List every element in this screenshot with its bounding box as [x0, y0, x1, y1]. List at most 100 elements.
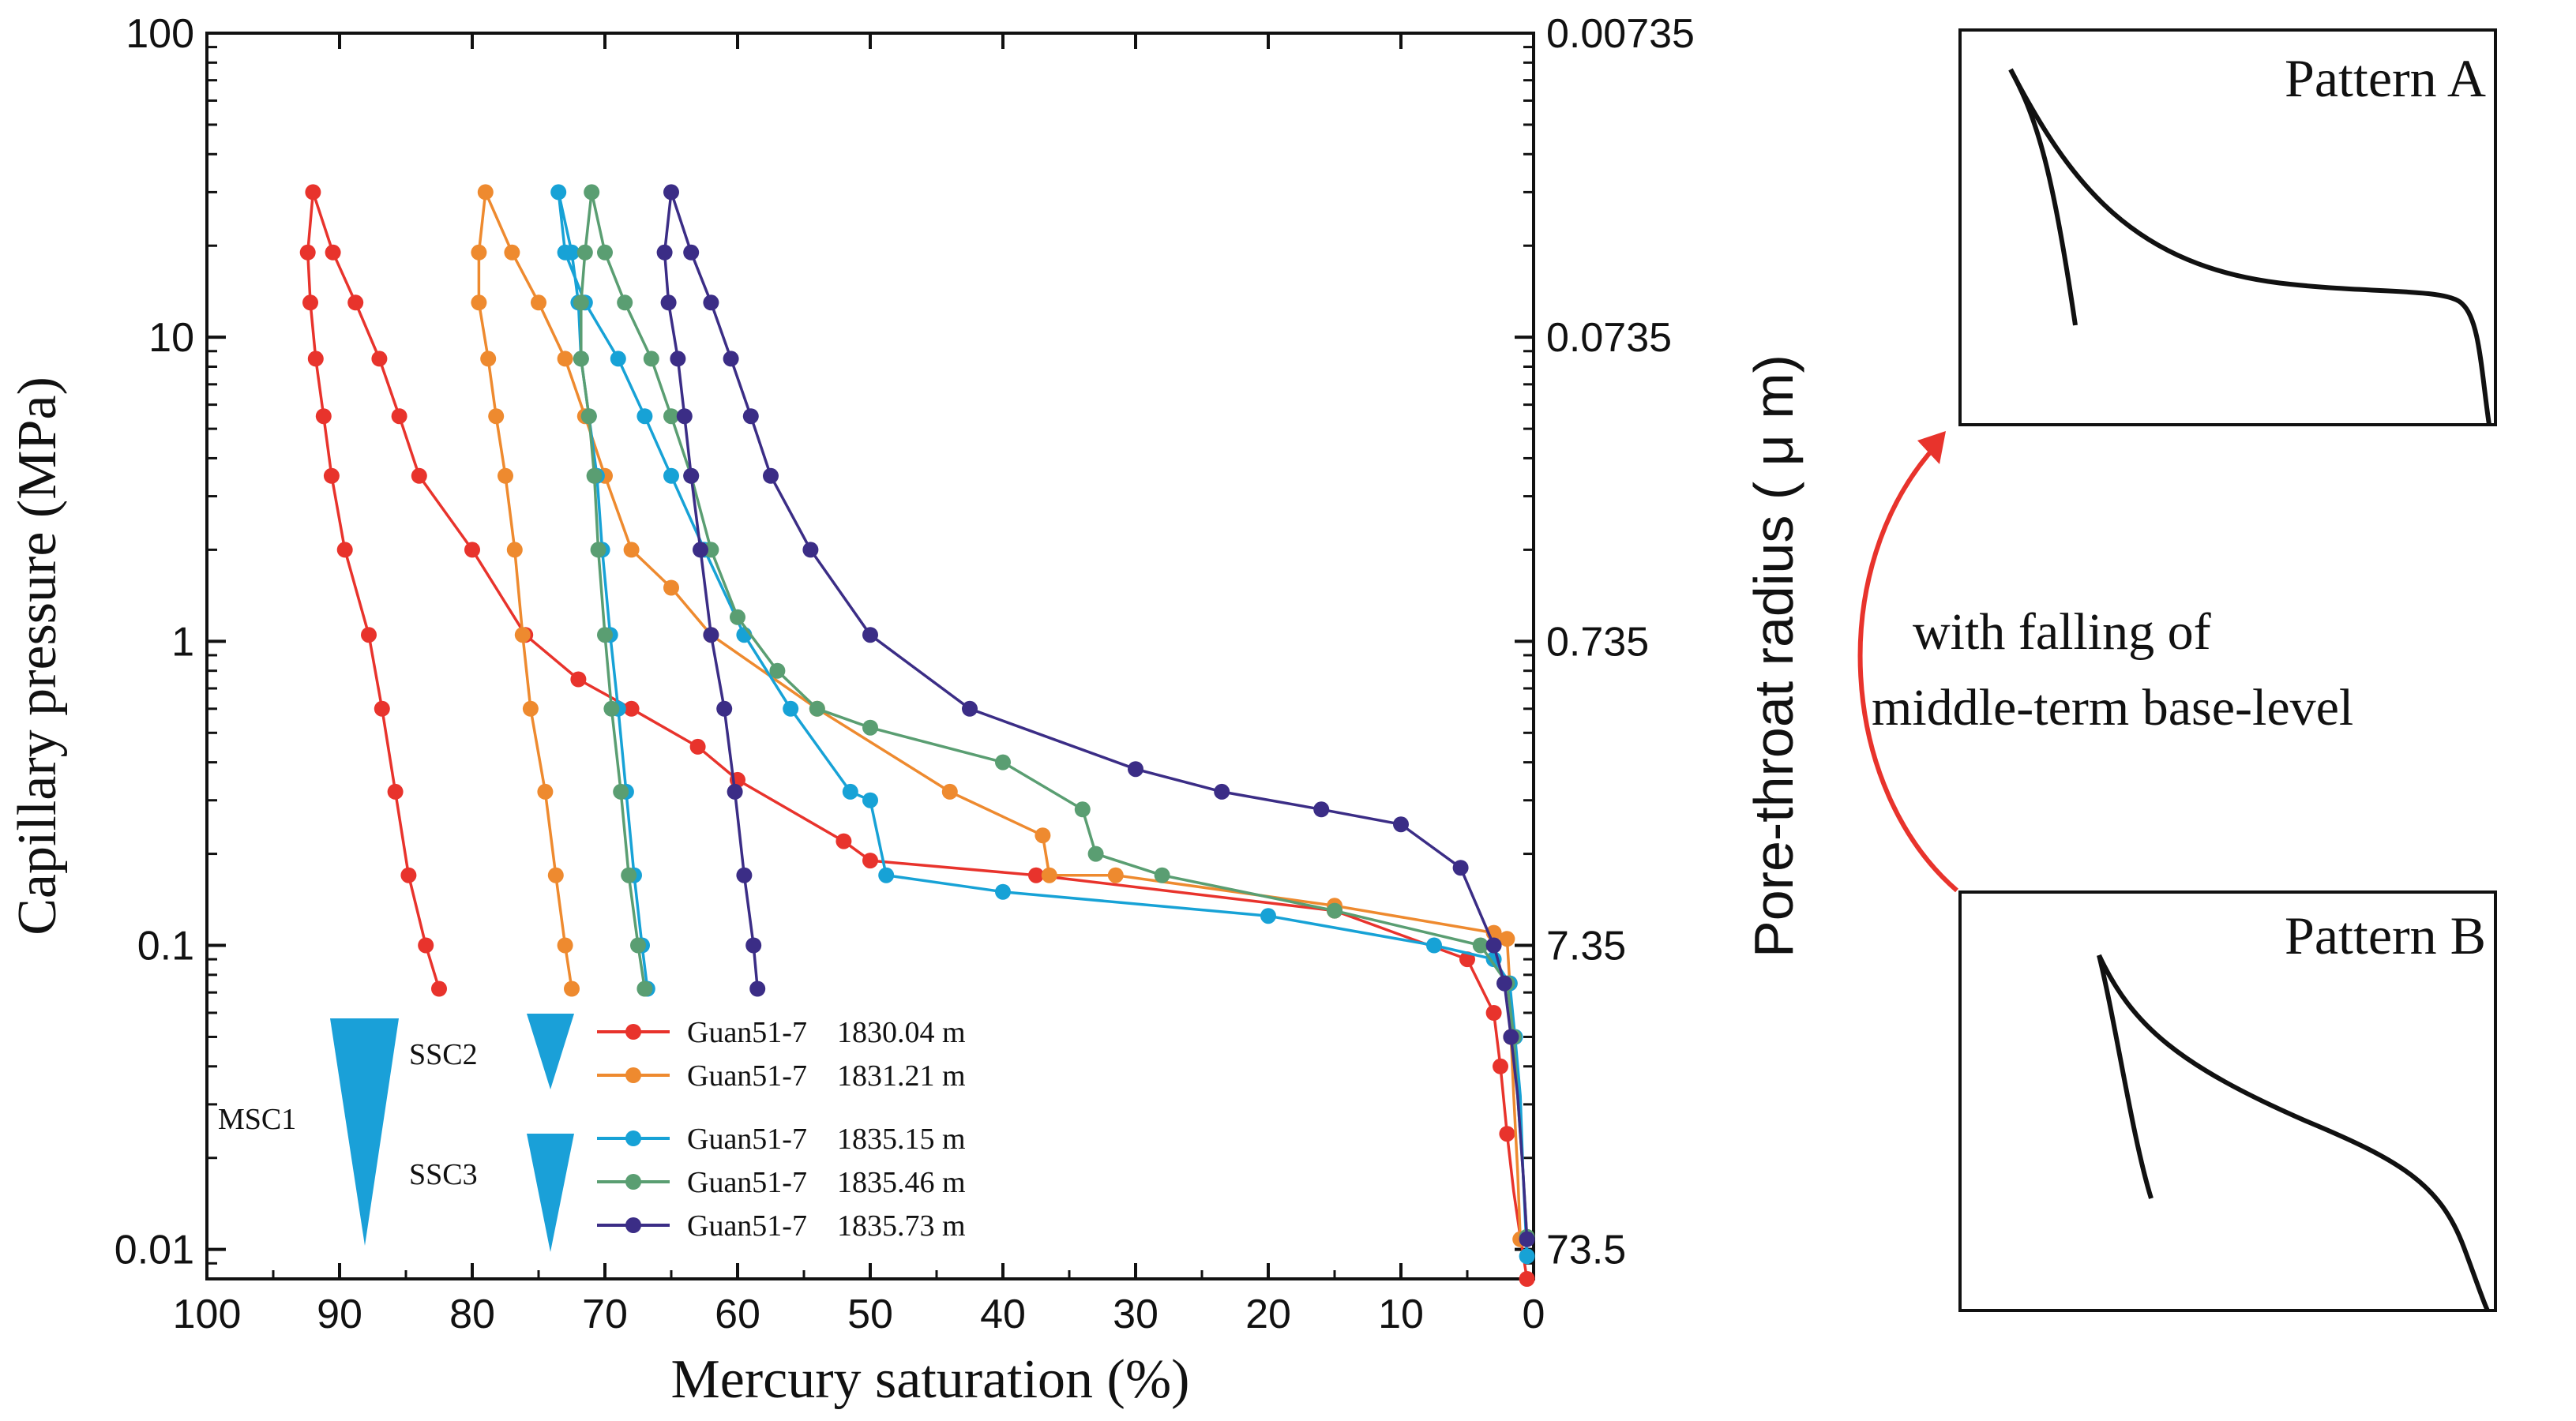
data-point [862, 627, 878, 643]
x-tick-label: 60 [715, 1292, 760, 1337]
data-point [630, 937, 646, 954]
data-point [570, 671, 587, 688]
pattern-b-title: Pattern B [2285, 905, 2486, 965]
y2-tick-label: 0.00735 [1546, 11, 1695, 57]
data-point [1035, 827, 1051, 844]
pattern-b-withdrawal-curve [2097, 954, 2154, 1199]
pattern-a-title: Pattern A [2285, 48, 2486, 108]
data-point [842, 783, 858, 800]
data-point [471, 294, 487, 311]
data-point [617, 294, 633, 311]
data-point [862, 853, 878, 869]
data-point [962, 700, 978, 717]
data-point [477, 184, 494, 201]
data-point [636, 408, 653, 425]
data-point [299, 244, 316, 261]
data-point [514, 627, 531, 643]
data-point [1485, 937, 1502, 954]
base-level-arrow: with falling of middle-term base-level [1857, 431, 2353, 893]
data-point [374, 700, 390, 717]
x-tick-label: 50 [847, 1292, 893, 1337]
ssc3-label: SSC3 [409, 1158, 478, 1191]
data-point [1260, 908, 1276, 924]
data-point [576, 244, 593, 261]
data-point [663, 467, 679, 484]
x-tick-label: 20 [1245, 1292, 1291, 1337]
legend-label: Guan51-7 1835.73 m [687, 1209, 966, 1243]
data-point [769, 662, 786, 679]
data-point [716, 700, 733, 717]
x-tick-label: 70 [582, 1292, 628, 1337]
data-point [1426, 937, 1442, 954]
data-point [603, 700, 620, 717]
data-point [809, 700, 825, 717]
data-point [400, 867, 417, 883]
data-point [610, 351, 626, 367]
data-point [995, 754, 1011, 770]
x-tick-label: 80 [449, 1292, 495, 1337]
data-point [1107, 867, 1124, 883]
data-point [763, 467, 779, 484]
data-point [336, 542, 353, 558]
data-point [623, 542, 640, 558]
data-point [537, 783, 554, 800]
data-point [703, 294, 719, 311]
data-point [550, 184, 567, 201]
data-point [1503, 1029, 1519, 1045]
data-point [643, 351, 659, 367]
y2-axis-title: Pore-throat radius ( μ m) [1743, 354, 1804, 958]
msc1-label: MSC1 [218, 1103, 296, 1136]
data-point [613, 783, 629, 800]
data-point [656, 244, 673, 261]
data-point [683, 244, 700, 261]
y2-axis-tick-labels: 73.5 7.35 0.735 0.0735 0.00735 [1546, 11, 1695, 1273]
data-point [1499, 931, 1515, 947]
x-axis-tick-labels: 100 90 80 70 60 50 40 30 20 10 0 [173, 1292, 1545, 1337]
legend-swatch-marker [625, 1174, 641, 1190]
msc1-triangle [330, 1018, 399, 1246]
data-point [621, 867, 637, 883]
data-point [573, 351, 589, 367]
y2-tick-label: 0.735 [1546, 619, 1649, 665]
legend-label: Guan51-7 1831.21 m [687, 1059, 966, 1093]
legend-item: Guan51-7 1831.21 m [597, 1059, 966, 1093]
data-point [1485, 1005, 1502, 1021]
data-point [862, 719, 878, 736]
ssc2-triangle [527, 1014, 574, 1089]
data-point [693, 542, 708, 558]
data-point [418, 937, 434, 954]
ssc2-label: SSC2 [409, 1038, 478, 1071]
data-point [522, 700, 539, 717]
cycle-triangles: MSC1 SSC2 SSC3 [218, 1014, 574, 1252]
data-point [941, 783, 958, 800]
pattern-b-frame [1958, 890, 2497, 1312]
y-tick-label: 100 [126, 11, 194, 57]
data-point [564, 244, 580, 261]
data-point [670, 351, 686, 367]
pattern-a-panel: Pattern A [1958, 28, 2497, 426]
data-point [689, 738, 706, 755]
data-point [584, 184, 600, 201]
data-point [1499, 1126, 1515, 1142]
data-point [315, 408, 332, 425]
data-point [862, 792, 878, 808]
legend-label: Guan51-7 1835.15 m [687, 1123, 966, 1156]
data-point [1519, 1231, 1535, 1247]
data-point [1393, 816, 1409, 833]
data-point [480, 351, 497, 367]
data-point [586, 467, 603, 484]
series-layer [299, 184, 1535, 1287]
data-point [590, 542, 606, 558]
pattern-b-injection-curve [2097, 954, 2490, 1312]
ssc3-triangle [527, 1134, 574, 1252]
x-tick-label: 40 [980, 1292, 1026, 1337]
y2-tick-label: 7.35 [1546, 924, 1626, 969]
arrow-caption-line2: middle-term base-level [1872, 679, 2353, 737]
data-point [663, 184, 679, 201]
data-point [531, 294, 546, 311]
data-point [1087, 845, 1104, 862]
series-line [663, 190, 1529, 1239]
legend-swatch-marker [625, 1067, 641, 1083]
data-point [305, 184, 321, 201]
data-point [736, 867, 753, 883]
